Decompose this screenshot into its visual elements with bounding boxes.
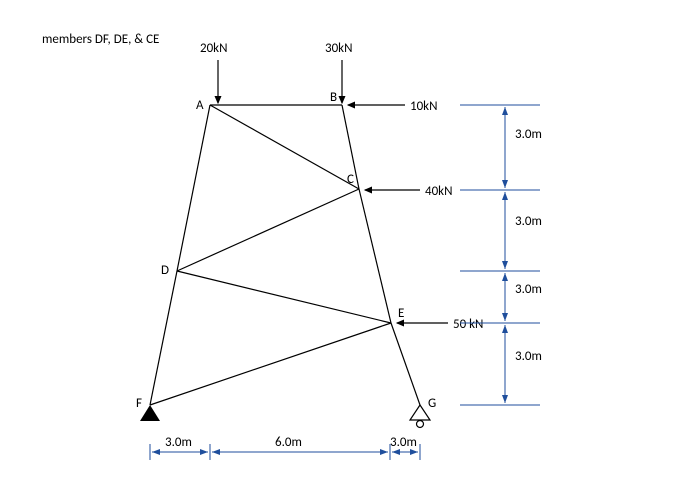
member-CE	[359, 189, 391, 323]
node-label-E: E	[398, 306, 404, 321]
dim-horizontal: 3.0m 6.0m 3.0m	[150, 435, 420, 460]
dim-x-label: 6.0m	[275, 435, 302, 450]
dim-y-label: 3.0m	[515, 282, 542, 297]
dim-y-label: 3.0m	[515, 349, 542, 364]
instruction-text: members DF, DE, & CE	[42, 32, 159, 47]
load-label-C_left: 40kN	[425, 184, 452, 199]
support-G-roller-wheel	[417, 421, 424, 428]
load-label-E_left: 50 kN	[453, 317, 483, 332]
node-label-C: C	[347, 172, 354, 187]
dim-y-label: 3.0m	[515, 127, 542, 142]
dim-y-label: 3.0m	[515, 214, 542, 229]
member-CD	[177, 189, 359, 271]
members	[150, 105, 420, 405]
dim-x-label: 3.0m	[165, 435, 192, 450]
truss-diagram: ABCDEFG 20kN30kN10kN40kN50 kN 3.0m6.0m3.…	[0, 0, 682, 504]
load-label-B_left: 10kN	[410, 99, 437, 114]
node-label-D: D	[161, 263, 169, 278]
member-DE	[177, 271, 391, 323]
member-EG	[391, 323, 420, 405]
member-AC	[210, 105, 359, 189]
member-AD	[177, 105, 210, 271]
dim-x-label: 3.0m	[390, 435, 417, 450]
support-F-pin	[140, 405, 160, 421]
dim-vertical: 3.0m 3.0m 3.0m 3.0m	[460, 105, 542, 405]
load-label-B_down: 30kN	[325, 41, 352, 56]
support-G-roller	[410, 405, 430, 420]
loads: 20kN 30kN 10kN 40kN 50 kN	[200, 41, 483, 332]
member-DF	[150, 271, 177, 405]
supports	[140, 405, 430, 428]
node-label-B: B	[330, 90, 337, 105]
load-label-A_down: 20kN	[200, 41, 227, 56]
node-label-A: A	[196, 98, 204, 113]
node-label-F: F	[136, 396, 142, 411]
member-EF	[150, 323, 391, 405]
node-label-G: G	[428, 396, 436, 411]
